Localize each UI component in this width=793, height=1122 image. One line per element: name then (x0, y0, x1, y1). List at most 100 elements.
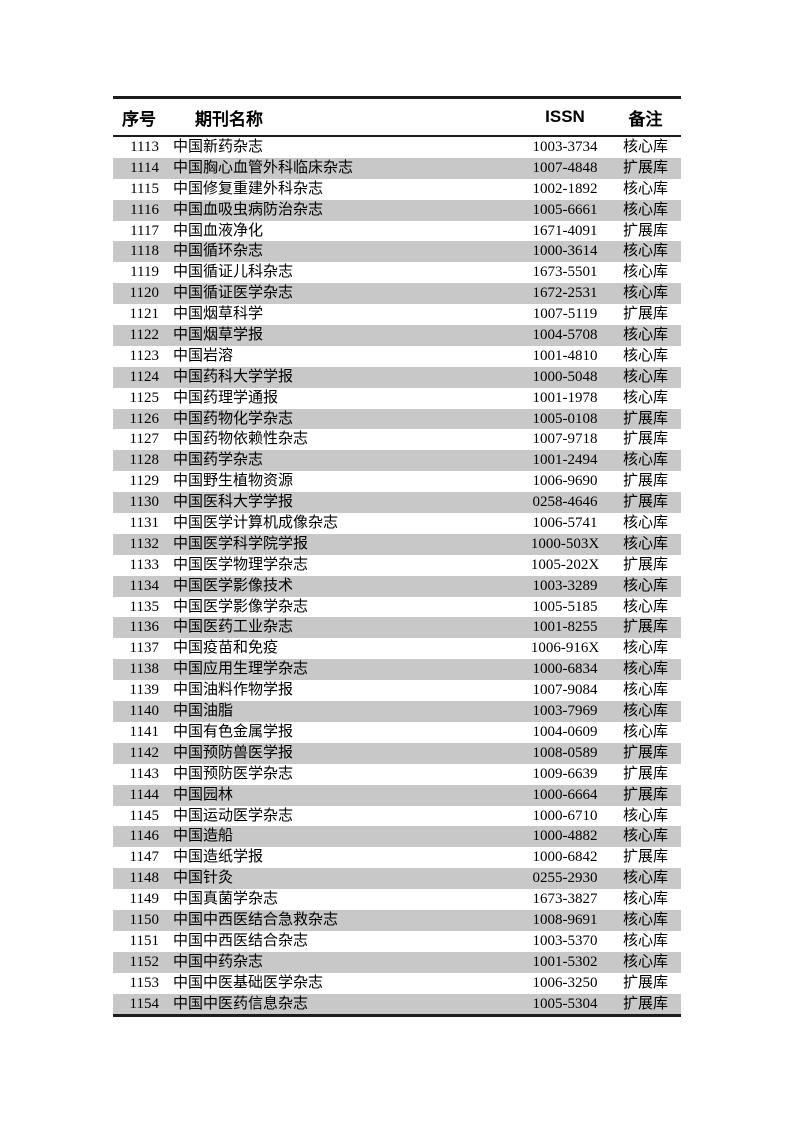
table-row: 1143 中国预防医学杂志 1009-6639 扩展库 (113, 764, 681, 785)
row-index: 1143 (129, 765, 159, 782)
issn-value: 1001-5302 (532, 953, 598, 970)
table-row: 1146 中国造船 1000-4882 核心库 (113, 826, 681, 848)
table-row: 1139 中国油料作物学报 1007-9084 核心库 (113, 680, 681, 701)
issn-value: 1000-4882 (532, 828, 598, 845)
row-index: 1149 (129, 891, 159, 908)
issn-value: 1008-0589 (532, 744, 598, 761)
row-index: 1114 (130, 159, 159, 176)
note-badge: 扩展库 (622, 222, 668, 239)
issn-value: 1000-6842 (532, 849, 598, 866)
table-row: 1141 中国有色金属学报 1004-0609 核心库 (113, 722, 681, 743)
row-index: 1119 (130, 264, 159, 281)
row-index: 1118 (130, 243, 159, 260)
column-header-issn: ISSN (545, 107, 585, 126)
row-index: 1141 (129, 723, 159, 740)
table-row: 1126 中国药物化学杂志 1005-0108 扩展库 (113, 408, 681, 430)
journal-name: 中国中西医结合急救杂志 (173, 911, 339, 928)
issn-value: 1006-916X (530, 640, 600, 657)
note-badge: 核心库 (622, 347, 668, 364)
journal-name: 中国预防兽医学报 (173, 744, 294, 761)
row-index: 1121 (129, 306, 159, 323)
journal-name: 中国循环杂志 (173, 243, 264, 260)
table-row: 1113 中国新药杂志 1003-3734 核心库 (113, 137, 681, 158)
table-row: 1116 中国血吸虫病防治杂志 1005-6661 核心库 (113, 199, 681, 221)
row-index: 1152 (129, 953, 159, 970)
journal-name: 中国烟草学报 (173, 327, 264, 344)
issn-value: 1009-6639 (532, 765, 598, 782)
row-index: 1138 (129, 661, 159, 678)
table-row: 1125 中国药理学通报 1001-1978 核心库 (113, 388, 681, 409)
note-badge: 核心库 (622, 368, 668, 385)
table-row: 1122 中国烟草学报 1004-5708 核心库 (113, 325, 681, 346)
issn-value: 1672-2531 (532, 285, 598, 302)
row-index: 1131 (129, 515, 159, 532)
table-row: 1151 中国中西医结合杂志 1003-5370 核心库 (113, 931, 681, 952)
issn-value: 1001-8255 (532, 619, 598, 636)
table-row: 1123 中国岩溶 1001-4810 核心库 (113, 346, 681, 367)
issn-value: 1673-5501 (532, 264, 598, 281)
table-row: 1121 中国烟草科学 1007-5119 扩展库 (113, 304, 681, 325)
table-row: 1150 中国中西医结合急救杂志 1008-9691 核心库 (113, 909, 681, 931)
note-badge: 核心库 (622, 389, 668, 406)
journal-name: 中国中医药信息杂志 (173, 995, 309, 1012)
journal-name: 中国医药工业杂志 (173, 619, 294, 636)
table-row: 1118 中国循环杂志 1000-3614 核心库 (113, 241, 681, 263)
row-index: 1125 (129, 389, 159, 406)
table-row: 1120 中国循证医学杂志 1672-2531 核心库 (113, 283, 681, 305)
table-row: 1134 中国医学影像技术 1003-3289 核心库 (113, 575, 681, 597)
note-badge: 核心库 (622, 828, 668, 845)
table-row: 1117 中国血液净化 1671-4091 扩展库 (113, 221, 681, 242)
issn-value: 1007-4848 (532, 159, 598, 176)
note-badge: 核心库 (622, 243, 668, 260)
issn-value: 1005-5185 (532, 598, 598, 615)
issn-value: 1000-3614 (532, 243, 598, 260)
journal-name: 中国园林 (173, 786, 234, 803)
note-badge: 核心库 (622, 911, 668, 928)
journal-name: 中国医学计算机成像杂志 (173, 515, 339, 532)
row-index: 1132 (129, 535, 159, 552)
table-row: 1135 中国医学影像学杂志 1005-5185 核心库 (113, 597, 681, 618)
row-index: 1130 (129, 494, 159, 511)
issn-value: 1002-1892 (532, 180, 598, 197)
journal-name: 中国胸心血管外科临床杂志 (173, 159, 354, 176)
note-badge: 扩展库 (622, 410, 668, 427)
journal-name: 中国野生植物资源 (173, 473, 294, 490)
row-index: 1113 (130, 139, 159, 155)
journal-name: 中国医学影像技术 (173, 577, 294, 594)
table-row: 1136 中国医药工业杂志 1001-8255 扩展库 (113, 617, 681, 639)
note-badge: 核心库 (622, 953, 668, 970)
issn-value: 1004-0609 (532, 723, 598, 740)
row-index: 1142 (129, 744, 159, 761)
column-header-note: 备注 (628, 109, 663, 129)
journal-name: 中国新药杂志 (173, 139, 264, 155)
issn-value: 1004-5708 (532, 327, 598, 344)
journal-name: 中国医学科学院学报 (173, 535, 309, 552)
note-badge: 扩展库 (622, 619, 668, 636)
note-badge: 核心库 (622, 661, 668, 678)
journal-name: 中国油脂 (173, 703, 234, 720)
journal-name: 中国药物依赖性杂志 (173, 431, 309, 448)
row-index: 1129 (129, 473, 159, 490)
note-badge: 核心库 (622, 201, 668, 218)
journal-name: 中国中医基础医学杂志 (173, 974, 324, 991)
issn-value: 1003-5370 (532, 932, 598, 949)
issn-value: 1000-6664 (532, 786, 598, 803)
journal-name: 中国疫苗和免疫 (173, 640, 279, 657)
issn-value: 1006-5741 (532, 515, 598, 532)
row-index: 1124 (129, 368, 159, 385)
note-badge: 核心库 (622, 891, 668, 908)
issn-value: 1000-503X (530, 535, 600, 552)
journal-name: 中国血吸虫病防治杂志 (173, 201, 324, 218)
note-badge: 核心库 (622, 870, 668, 887)
journal-name: 中国油料作物学报 (173, 682, 294, 699)
row-index: 1116 (130, 201, 159, 218)
journal-name: 中国预防医学杂志 (173, 765, 294, 782)
journal-name: 中国药学杂志 (173, 452, 264, 469)
journal-name: 中国造纸学报 (173, 849, 264, 866)
table-row: 1115 中国修复重建外科杂志 1002-1892 核心库 (113, 179, 681, 200)
table-row: 1140 中国油脂 1003-7969 核心库 (113, 701, 681, 722)
table-row: 1124 中国药科大学学报 1000-5048 核心库 (113, 366, 681, 388)
issn-value: 1671-4091 (532, 222, 598, 239)
row-index: 1145 (129, 807, 159, 824)
table-row: 1145 中国运动医学杂志 1000-6710 核心库 (113, 806, 681, 827)
